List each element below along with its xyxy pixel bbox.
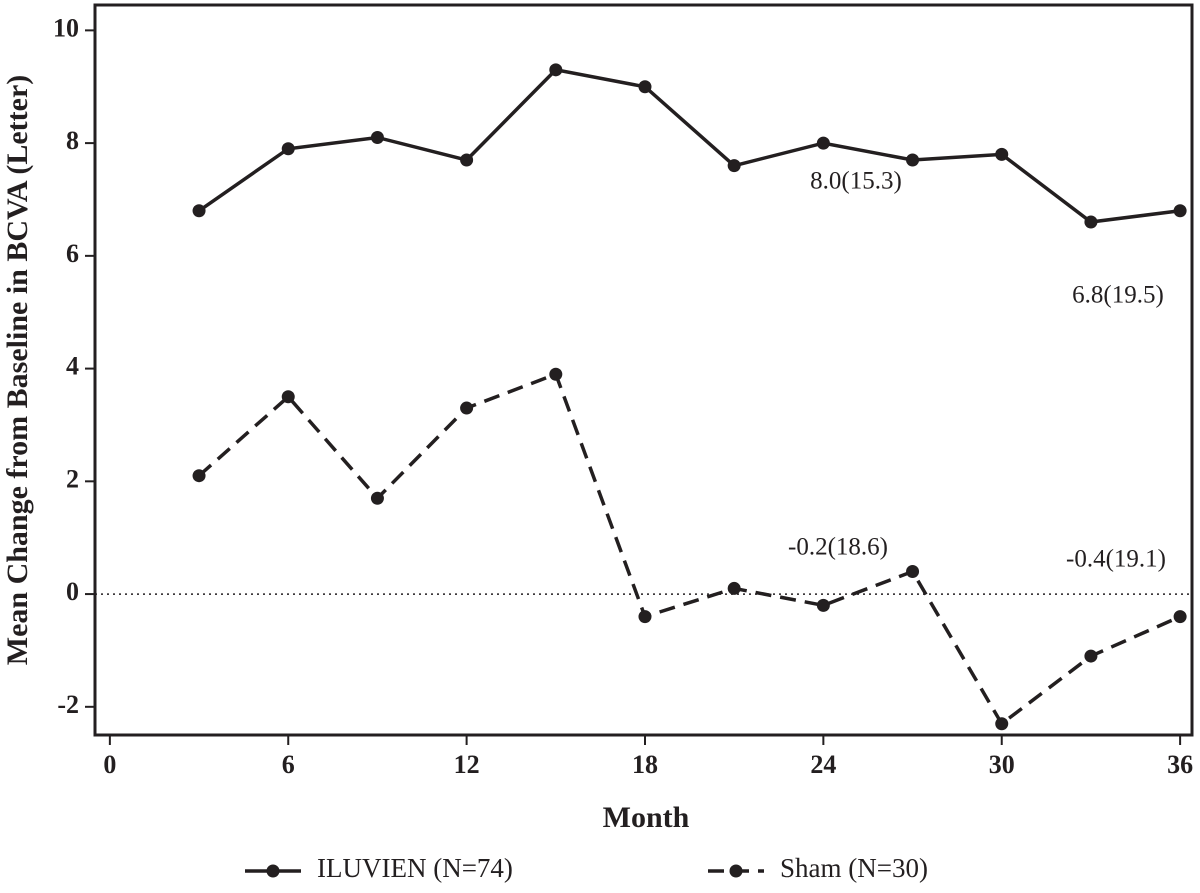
- annotation: 8.0(15.3): [810, 168, 902, 195]
- x-tick-label: 18: [632, 750, 658, 779]
- y-tick-label: 4: [66, 352, 79, 381]
- data-point: [906, 153, 920, 167]
- data-point: [281, 390, 295, 404]
- data-point: [816, 136, 830, 150]
- data-point: [460, 401, 474, 415]
- y-tick-label: 10: [53, 13, 79, 42]
- data-point: [281, 142, 295, 156]
- y-tick-label: 2: [66, 464, 79, 493]
- x-tick-label: 6: [282, 750, 295, 779]
- y-axis-title: Mean Change from Baseline in BCVA (Lette…: [1, 75, 34, 666]
- data-point: [192, 469, 206, 483]
- y-tick-label: -2: [57, 690, 79, 719]
- series-line: [198, 67, 1181, 224]
- y-tick-label: 6: [66, 239, 79, 268]
- x-tick-label: 36: [1167, 750, 1193, 779]
- x-tick-label: 0: [103, 750, 116, 779]
- annotation: -0.2(18.6): [788, 534, 888, 561]
- data-point: [727, 159, 741, 173]
- data-point: [995, 147, 1009, 161]
- data-point: [192, 204, 206, 218]
- legend-marker: [729, 864, 743, 878]
- data-point: [1084, 215, 1098, 229]
- x-tick-label: 24: [810, 750, 836, 779]
- data-point: [549, 63, 563, 77]
- data-point: [370, 491, 384, 505]
- y-tick-label: 8: [66, 126, 79, 155]
- series-line: [197, 371, 1181, 727]
- data-point: [816, 598, 830, 612]
- x-tick-label: 12: [454, 750, 480, 779]
- annotation: 6.8(19.5): [1072, 282, 1164, 309]
- data-point: [549, 367, 563, 381]
- annotation: -0.4(19.1): [1066, 546, 1166, 573]
- data-point: [727, 581, 741, 595]
- y-tick-label: 0: [66, 577, 79, 606]
- data-point: [995, 717, 1009, 731]
- x-tick-label: 30: [989, 750, 1015, 779]
- data-point: [638, 610, 652, 624]
- data-point: [638, 80, 652, 94]
- legend-label: ILUVIEN (N=74): [317, 853, 513, 883]
- data-point: [370, 130, 384, 144]
- plot-frame: [93, 3, 1194, 737]
- x-axis-title: Month: [603, 801, 690, 834]
- data-point: [460, 153, 474, 167]
- legend-label: Sham (N=30): [780, 853, 928, 883]
- data-point: [1173, 204, 1187, 218]
- data-point: [1084, 649, 1098, 663]
- data-point: [906, 565, 920, 579]
- legend-marker: [266, 864, 280, 878]
- data-point: [1173, 610, 1187, 624]
